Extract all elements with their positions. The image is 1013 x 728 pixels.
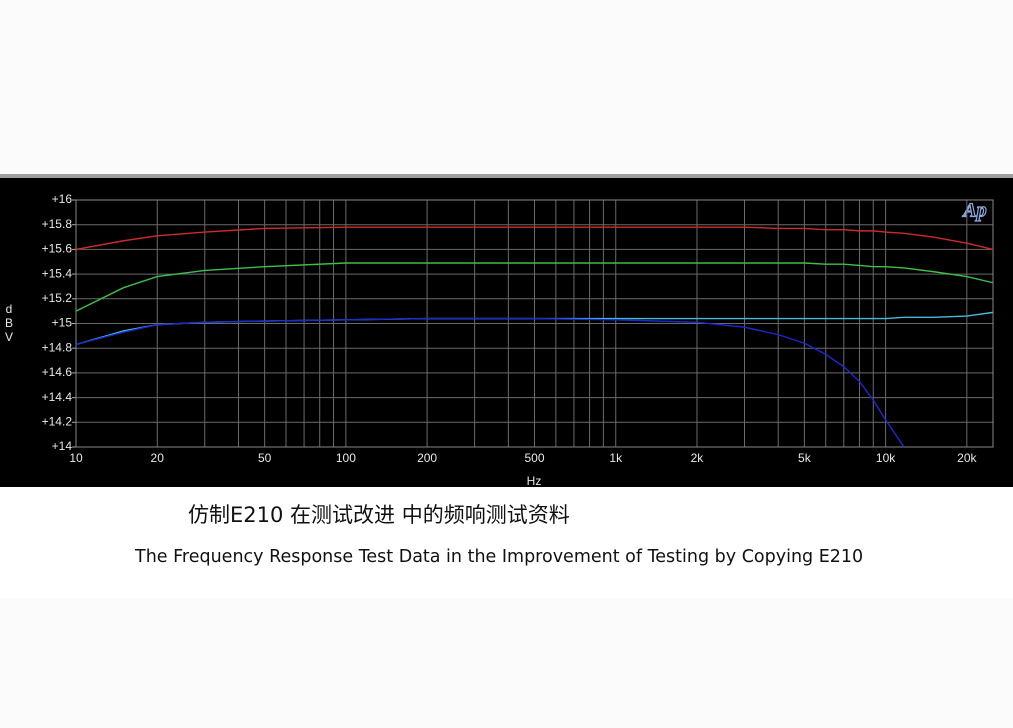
y-tick-label: +14.4 — [42, 390, 73, 404]
y-tick-label: +14.6 — [42, 365, 73, 379]
plot-frame — [75, 199, 994, 448]
y-tick-label: +15.4 — [42, 266, 73, 280]
y-tick-label: +14.8 — [42, 340, 73, 354]
y-tick-label: +14 — [52, 439, 73, 453]
caption-area — [0, 487, 1013, 598]
y-tick-label: +16 — [52, 192, 73, 206]
data-line — [75, 317, 905, 448]
x-tick-label: 20k — [957, 451, 977, 465]
y-tick-label: +15.6 — [42, 242, 73, 256]
x-tick-label: 20 — [151, 451, 165, 465]
x-tick-label: 10 — [69, 451, 83, 465]
y-tick-label: +15 — [52, 316, 73, 330]
y-tick-label: +14.2 — [42, 414, 73, 428]
x-tick-label: 10k — [876, 451, 896, 465]
x-tick-label: 200 — [417, 451, 437, 465]
chart-title: 仿制E210 在测试改进 中的频响测试资料 — [188, 503, 570, 527]
data-line — [75, 226, 994, 251]
y-axis-label: dBV — [2, 302, 16, 344]
panel-border — [0, 174, 1013, 178]
logo: Ap — [961, 200, 986, 222]
x-tick-label: 500 — [524, 451, 544, 465]
x-tick-label: 5k — [798, 451, 812, 465]
x-tick-label: 2k — [691, 451, 705, 465]
x-tick-label: 100 — [336, 451, 356, 465]
y-tick-label: +15.8 — [42, 217, 73, 231]
x-tick-label: 1k — [609, 451, 623, 465]
chart-subtitle: The Frequency Response Test Data in the … — [134, 547, 863, 567]
x-axis-label: Hz — [527, 474, 542, 488]
x-tick-label: 50 — [258, 451, 272, 465]
y-tick-label: +15.2 — [42, 291, 73, 305]
data-line — [75, 262, 994, 312]
